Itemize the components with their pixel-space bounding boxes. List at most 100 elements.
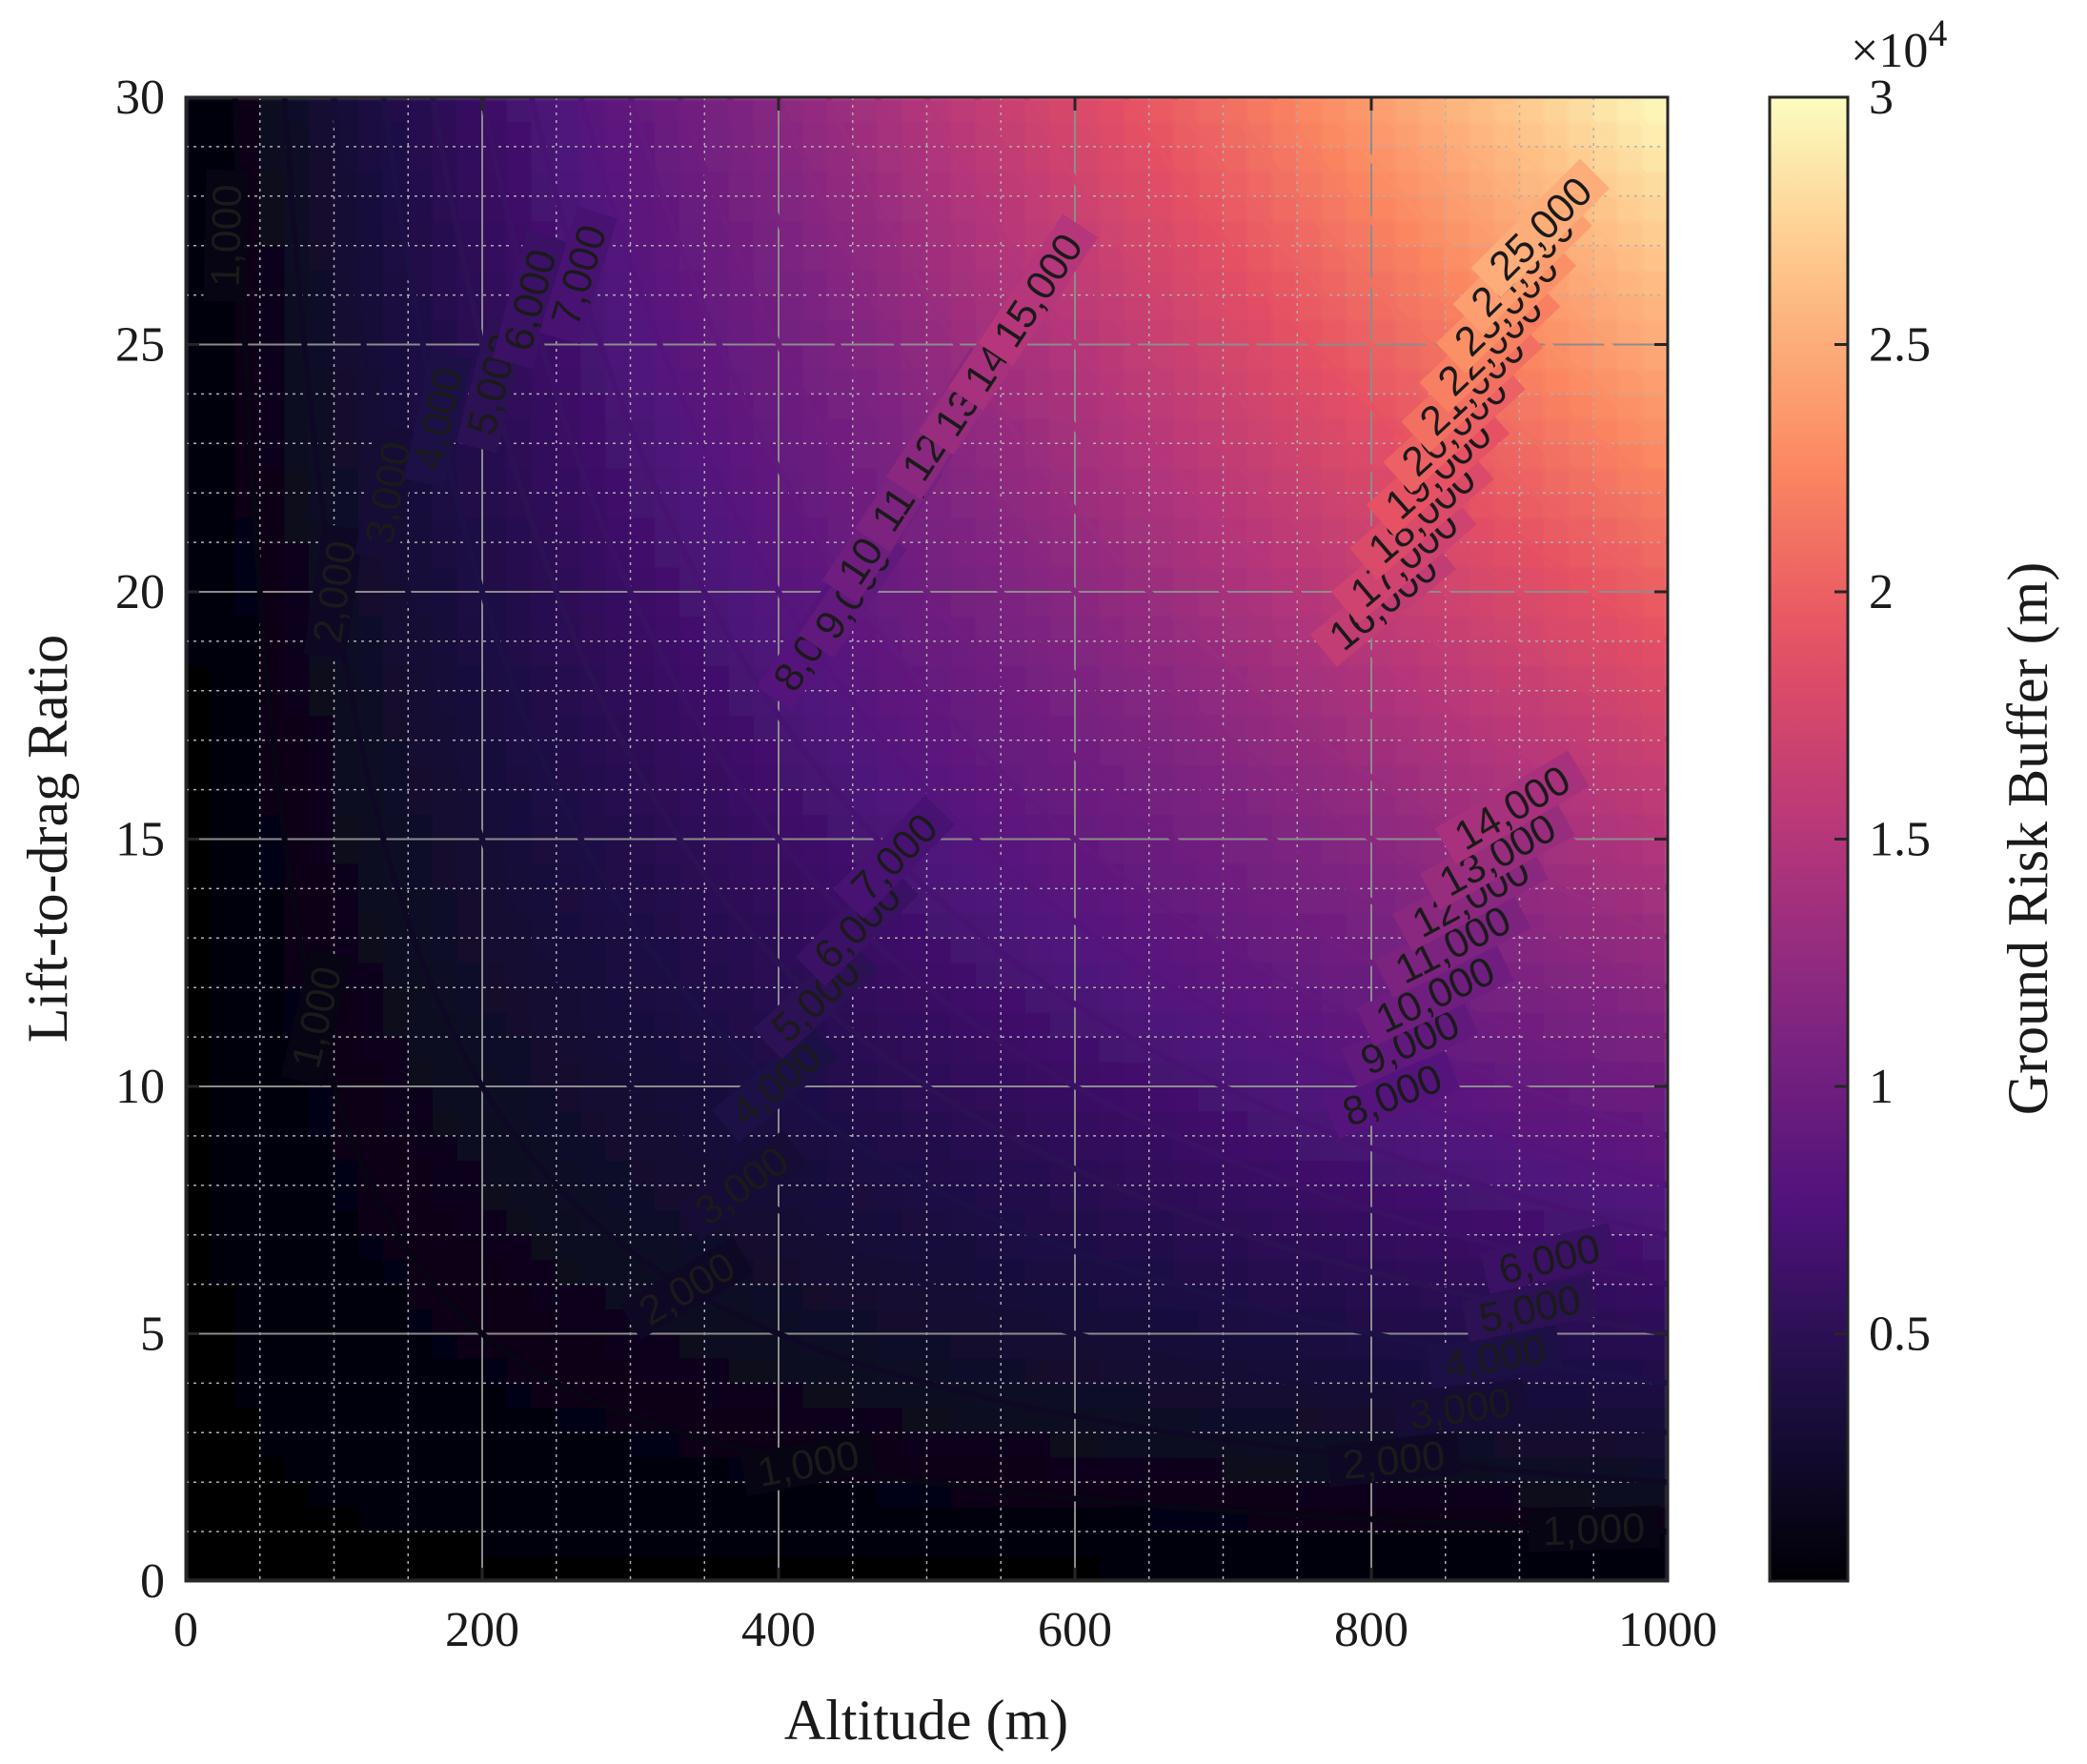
fill-cell bbox=[531, 1135, 557, 1162]
fill-cell bbox=[506, 839, 533, 864]
fill-cell bbox=[1445, 1185, 1471, 1211]
fill-cell bbox=[950, 1061, 977, 1087]
fill-cell bbox=[827, 814, 854, 840]
fill-cell bbox=[1346, 839, 1372, 864]
fill-cell bbox=[1223, 1308, 1248, 1334]
fill-cell bbox=[778, 1407, 804, 1433]
fill-cell bbox=[506, 1036, 533, 1063]
fill-cell bbox=[234, 1481, 261, 1508]
fill-cell bbox=[357, 1481, 384, 1508]
fill-cell bbox=[432, 640, 458, 667]
contour-line-29000 bbox=[1614, 97, 1668, 150]
fill-cell bbox=[605, 591, 631, 618]
fill-cell bbox=[1049, 442, 1076, 469]
fill-cell bbox=[950, 1407, 977, 1433]
fill-cell bbox=[654, 740, 680, 766]
fill-cell bbox=[1494, 1531, 1520, 1557]
fill-cell bbox=[1543, 417, 1570, 444]
fill-cell bbox=[1124, 665, 1150, 692]
fill-cell bbox=[531, 1284, 557, 1310]
fill-cell bbox=[852, 1481, 879, 1508]
fill-cell bbox=[1420, 1555, 1447, 1581]
fill-cell bbox=[1148, 492, 1175, 518]
fill-cell bbox=[975, 1259, 1002, 1286]
fill-cell bbox=[753, 740, 780, 766]
fill-cell bbox=[309, 1259, 334, 1286]
fill-cell bbox=[877, 1481, 903, 1508]
fill-cell bbox=[1519, 1555, 1545, 1581]
fill-cell bbox=[309, 665, 334, 692]
contour-label-gap bbox=[1356, 943, 1514, 1046]
fill-cell bbox=[481, 986, 508, 1013]
fill-cell bbox=[827, 270, 854, 296]
fill-cell bbox=[1198, 1259, 1224, 1286]
fill-cell bbox=[382, 814, 409, 840]
fill-cell bbox=[234, 1382, 261, 1409]
fill-cell bbox=[1592, 1284, 1619, 1310]
fill-cell bbox=[284, 1506, 311, 1532]
fill-cell bbox=[382, 344, 409, 370]
fill-cell bbox=[1271, 393, 1298, 419]
fill-cell bbox=[1173, 715, 1200, 741]
fill-cell bbox=[284, 1308, 311, 1334]
fill-cell bbox=[382, 1431, 409, 1458]
fill-cell bbox=[186, 764, 212, 791]
fill-cell bbox=[1198, 1555, 1224, 1581]
fill-cell bbox=[210, 368, 236, 395]
fill-cell bbox=[1420, 1135, 1447, 1162]
fill-cell bbox=[802, 1357, 829, 1384]
fill-cell bbox=[605, 1555, 631, 1581]
fill-cell bbox=[877, 1308, 903, 1334]
fill-cell bbox=[1049, 1382, 1076, 1409]
fill-cell bbox=[580, 715, 607, 741]
fill-cell bbox=[1321, 1234, 1347, 1261]
fill-cell bbox=[1617, 1333, 1644, 1359]
fill-cell bbox=[210, 1382, 236, 1409]
fill-cell bbox=[1271, 1085, 1298, 1112]
fill-cell bbox=[580, 1259, 607, 1286]
contour-label: 1,000 bbox=[203, 169, 251, 302]
fill-cell bbox=[1642, 1431, 1668, 1458]
fill-cell bbox=[309, 319, 334, 345]
fill-cell bbox=[1124, 1555, 1150, 1581]
fill-cell bbox=[1049, 1110, 1076, 1137]
fill-cell bbox=[234, 814, 261, 840]
fill-cell bbox=[1642, 245, 1668, 272]
fill-cell bbox=[1099, 344, 1125, 370]
fill-cell bbox=[481, 1209, 508, 1236]
fill-cell bbox=[1617, 1284, 1644, 1310]
fill-cell bbox=[1271, 789, 1298, 816]
fill-cell bbox=[556, 962, 582, 988]
fill-cell bbox=[1494, 195, 1520, 222]
fill-cell bbox=[630, 986, 656, 1013]
fill-cell bbox=[1124, 1135, 1150, 1162]
fill-cell bbox=[186, 467, 212, 494]
fill-cell bbox=[852, 986, 879, 1013]
fill-cell bbox=[1445, 1481, 1471, 1508]
fill-cell bbox=[1568, 1481, 1594, 1508]
fill-cell bbox=[877, 368, 903, 395]
fill-cell bbox=[382, 1085, 409, 1112]
fill-cell bbox=[753, 862, 780, 889]
fill-cell bbox=[357, 640, 384, 667]
fill-cell bbox=[1124, 1308, 1150, 1334]
fill-cell bbox=[506, 417, 533, 444]
fill-cell bbox=[186, 1036, 212, 1063]
fill-cell bbox=[1296, 937, 1323, 963]
contour-label-gap bbox=[740, 1430, 877, 1496]
fill-cell bbox=[210, 986, 236, 1013]
fill-cell bbox=[259, 417, 286, 444]
fill-cell bbox=[556, 1036, 582, 1063]
fill-cell bbox=[1000, 839, 1026, 864]
fill-cell bbox=[506, 1160, 533, 1186]
fill-cell bbox=[1198, 591, 1224, 618]
fill-cell bbox=[753, 1209, 780, 1236]
fill-cell bbox=[382, 690, 409, 717]
fill-cell bbox=[1099, 171, 1125, 197]
contour-label-gap bbox=[676, 1129, 808, 1241]
fill-cell bbox=[1198, 1185, 1224, 1211]
fill-cell bbox=[284, 1160, 311, 1186]
fill-cell bbox=[234, 1456, 261, 1483]
fill-cell bbox=[481, 1531, 508, 1557]
fill-cell bbox=[432, 839, 458, 864]
